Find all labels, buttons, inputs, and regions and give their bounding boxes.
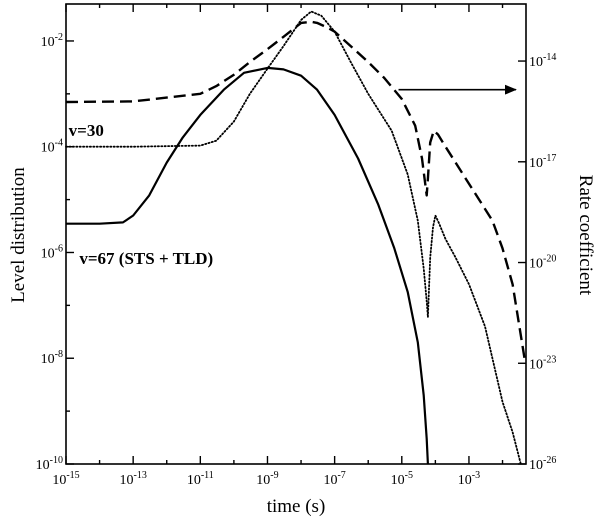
- series: [65, 10, 526, 465]
- y-axis-label: Level distribution: [8, 167, 29, 303]
- y-tick-label: 10-8: [41, 349, 63, 367]
- x-tick-label: 10-15: [52, 470, 79, 488]
- y2-tick-label: 10-17: [529, 153, 556, 171]
- y-tick-label: 10-10: [36, 455, 63, 473]
- plot-frame: [65, 3, 527, 465]
- y2-axis-label: Rate coefficient: [575, 175, 596, 296]
- y2-tick-label: 10-26: [529, 455, 556, 473]
- y-tick-label: 10-2: [41, 32, 63, 50]
- series-line-dashed: [65, 20, 526, 359]
- x-axis-label: time (s): [267, 496, 326, 517]
- x-tick-label: 10-9: [256, 470, 278, 488]
- x-tick-label: 10-5: [391, 470, 413, 488]
- annotation-label: v=67 (STS + TLD): [79, 249, 213, 268]
- annotation-label: v=30: [69, 121, 104, 140]
- y2-tick-label: 10-14: [529, 52, 556, 70]
- x-tick-label: 10-3: [458, 470, 480, 488]
- y2-tick-label: 10-20: [529, 254, 556, 272]
- x-tick-label: 10-7: [323, 470, 345, 488]
- y-tick-label: 10-6: [41, 243, 63, 261]
- x-tick-label: 10-13: [119, 470, 146, 488]
- ticks: 10-15 10-13 10-11 10-9 10-7 10-5 10-3 10-10 10-8…: [36, 4, 556, 488]
- y2-tick-label: 10-23: [529, 354, 556, 372]
- series-line-dotted: [65, 10, 522, 465]
- x-tick-label: 10-11: [187, 470, 214, 488]
- y-tick-label: 10-4: [41, 138, 63, 156]
- annotations: v=30 v=67 (STS + TLD): [69, 84, 517, 268]
- series-line-solid: [66, 66, 429, 465]
